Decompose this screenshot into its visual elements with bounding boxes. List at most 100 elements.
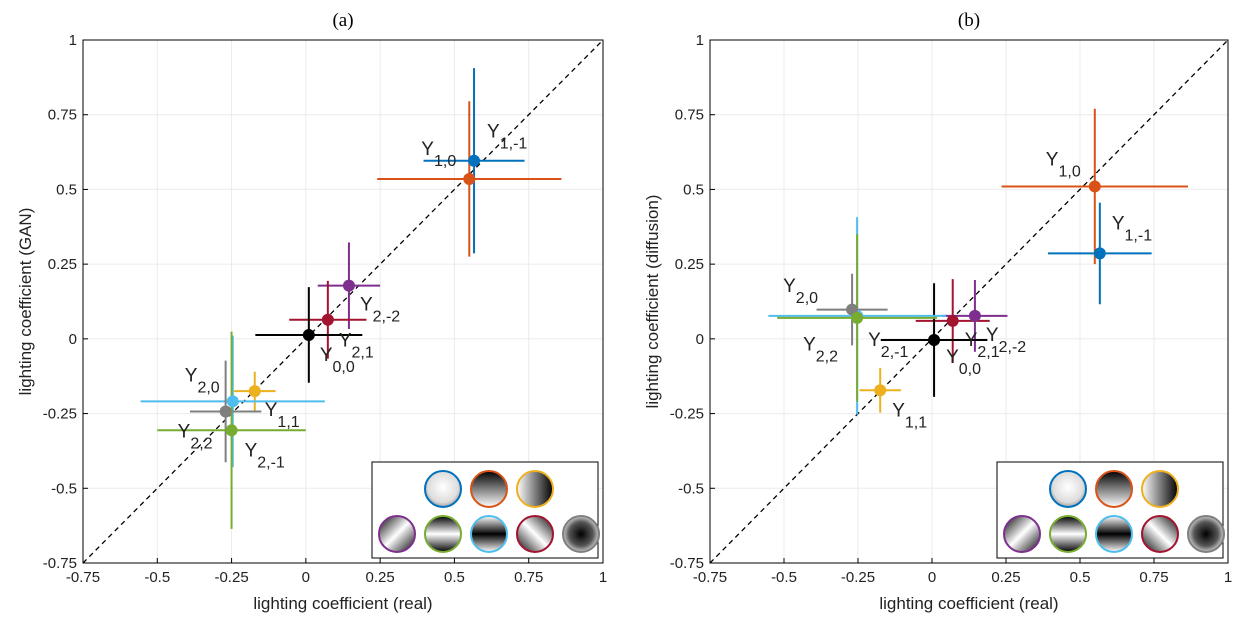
series-label: Y2,1 [965,330,1000,361]
x-tick-label: -0.25 [214,569,248,586]
point [219,405,232,418]
series-label: Y1,0 [1046,149,1081,180]
y-tick-label: -0.75 [43,555,77,572]
point [928,334,941,347]
point [1088,180,1101,193]
label-sub: 1,0 [1058,163,1080,180]
label-base: Y [320,345,333,366]
x-tick-label: 0.25 [366,569,395,586]
label-base: Y [946,347,959,368]
label-sub: 1,-1 [1125,227,1153,244]
point [851,311,864,324]
plot-frame [709,39,1229,564]
y-axis-label: lighting coefficient (GAN) [16,208,35,396]
x-tick-label: 0.25 [991,569,1020,586]
x-tick-label: 1 [1224,569,1232,586]
chart-title: (a) [332,10,353,31]
legend-sphere [424,470,462,508]
label-base: Y [421,139,434,160]
point [225,424,238,437]
label-base: Y [185,365,198,386]
point [968,309,981,322]
x-tick-label: -0.5 [771,569,797,586]
y-tick-label: 0.5 [683,181,704,198]
y-tick-label: -0.25 [670,406,704,423]
label-sub: 2,1 [977,344,999,361]
label-sub: 1,-1 [500,136,528,153]
series-label: Y0,0 [320,345,355,376]
series-label: Y2,-1 [868,330,908,361]
x-axis-label: lighting coefficient (real) [879,594,1058,613]
y-tick-label: 0 [696,331,704,348]
point [321,313,334,326]
point [874,384,887,397]
legend-sphere [1049,470,1087,508]
series-label: Y2,1 [339,331,374,362]
y-tick-label: 0 [69,331,77,348]
label-base: Y [265,400,278,421]
series-label: Y2,2 [178,421,213,452]
label-sub: 2,-1 [881,344,909,361]
label-base: Y [965,330,978,351]
label-sub: 2,0 [796,290,818,307]
label-sub: 2,0 [197,379,219,396]
legend-sphere [470,515,508,553]
x-axis-label: lighting coefficient (real) [253,594,432,613]
label-base: Y [892,400,905,421]
point [463,172,476,185]
x-tick-label: 0 [928,569,936,586]
label-base: Y [986,325,999,346]
label-base: Y [360,295,373,316]
plot-frame [82,39,604,564]
series-label: Y2,0 [185,365,220,396]
series-label: Y2,-1 [245,440,285,471]
label-base: Y [1112,213,1125,234]
label-sub: 1,1 [277,414,299,431]
x-tick-label: -0.25 [841,569,875,586]
x-tick-label: 0.75 [514,569,543,586]
x-tick-label: 0.5 [1070,569,1091,586]
point [468,154,481,167]
legend-sphere [470,470,508,508]
label-sub: 2,-2 [999,339,1027,356]
series-label: Y2,2 [803,335,838,366]
x-tick-label: -0.75 [66,569,100,586]
x-tick-label: -0.75 [693,569,727,586]
diagonal [709,39,1229,564]
label-base: Y [803,335,816,356]
label-base: Y [178,421,191,442]
label-base: Y [487,122,500,143]
legend-sphere [516,515,554,553]
point [248,385,261,398]
legend-sphere [1049,515,1087,553]
y-tick-label: 0.25 [675,256,704,273]
label-sub: 2,2 [816,349,838,366]
point [226,395,239,408]
y-tick-label: 1 [696,32,704,49]
series-label: Y2,-2 [986,325,1026,356]
y-tick-label: -0.75 [670,555,704,572]
label-sub: 1,0 [434,153,456,170]
series-label: Y2,-2 [360,295,400,326]
y-tick-label: 0.75 [48,107,77,124]
legend-sphere [516,470,554,508]
series-label: Y1,-1 [1112,213,1152,244]
label-sub: 2,2 [190,435,212,452]
legend-sphere [1141,515,1179,553]
legend-sphere [1095,470,1133,508]
label-base: Y [783,276,796,297]
y-tick-label: 0.75 [675,107,704,124]
point [1093,247,1106,260]
legend-sphere [562,515,600,553]
label-sub: 2,-1 [257,454,285,471]
label-base: Y [245,440,258,461]
label-sub: 0,0 [333,359,355,376]
series-label: Y1,1 [892,400,927,431]
legend-sphere [378,515,416,553]
legend-sphere [1003,515,1041,553]
chart-title: (b) [958,10,980,31]
legend-sphere [1095,515,1133,553]
y-tick-label: 0.25 [48,256,77,273]
label-sub: 0,0 [959,361,981,378]
